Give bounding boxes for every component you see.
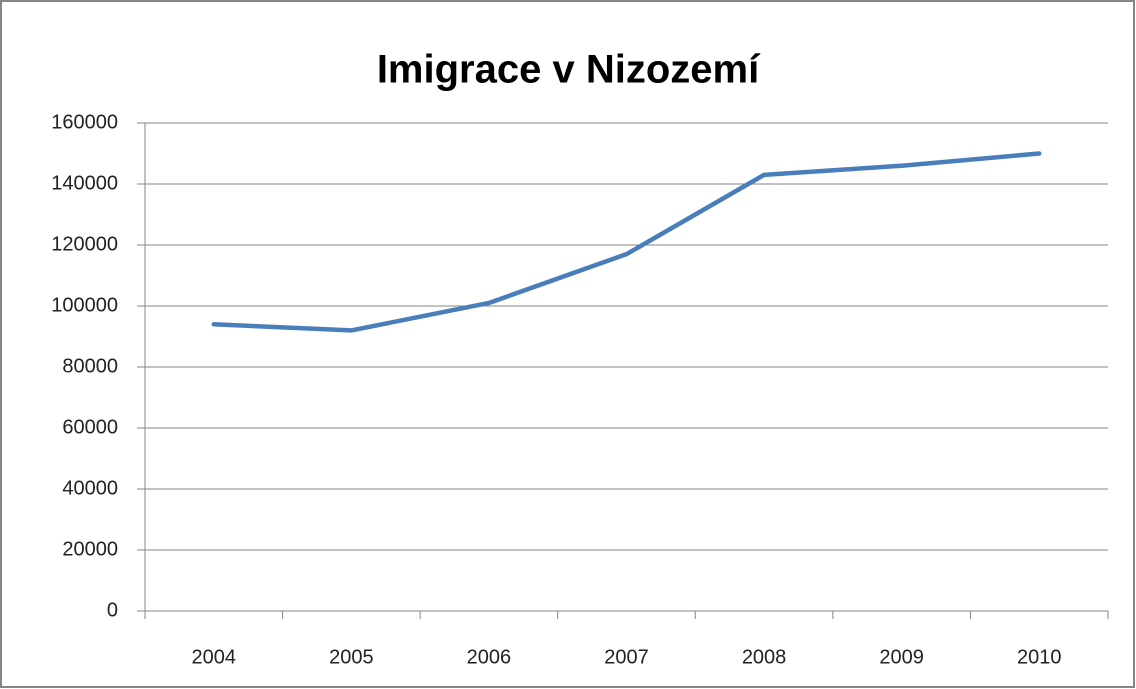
y-tick-label: 100000 [51,294,118,316]
y-tick-label: 140000 [51,172,118,194]
x-tick-label: 2005 [329,646,374,668]
y-tick-label: 120000 [51,233,118,255]
y-tick-label: 160000 [51,111,118,133]
y-tick-label: 80000 [62,355,118,377]
chart-title: Imigrace v Nizozemí [377,48,761,92]
x-tick-label: 2004 [192,646,237,668]
x-tick-label: 2009 [879,646,924,668]
x-tick-label: 2006 [467,646,512,668]
y-tick-label: 40000 [62,477,118,499]
y-tick-label: 60000 [62,416,118,438]
y-tick-label: 0 [107,599,118,621]
y-tick-label: 20000 [62,538,118,560]
x-tick-label: 2010 [1017,646,1062,668]
x-tick-label: 2008 [742,646,787,668]
x-tick-label: 2007 [604,646,649,668]
line-series [211,151,1042,333]
